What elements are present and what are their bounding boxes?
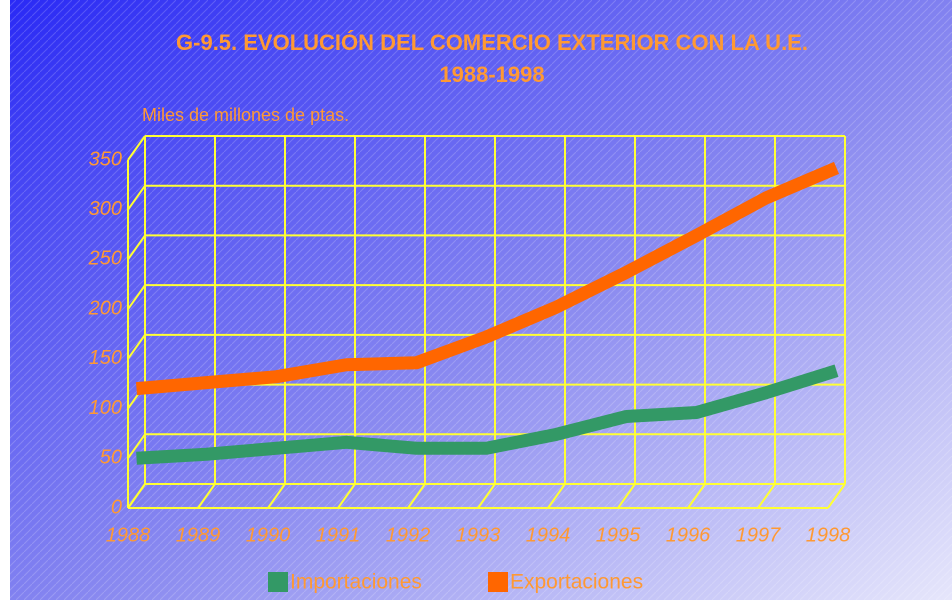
y-tick-label: 300: [89, 198, 122, 220]
y-tick-label: 150: [89, 347, 122, 369]
legend-label: Exportaciones: [510, 571, 643, 594]
y-tick-label: 50: [100, 447, 122, 469]
y-tick-label: 200: [88, 297, 122, 319]
floor-line: [127, 483, 146, 509]
legend-swatch: [488, 572, 508, 592]
grid-line: [127, 234, 146, 261]
floor-line: [407, 483, 426, 509]
floor-line: [477, 483, 496, 509]
x-tick-label: 1994: [526, 524, 571, 546]
floor-line: [547, 483, 566, 509]
y-tick-label: 350: [89, 148, 122, 170]
x-tick-label: 1990: [246, 524, 291, 546]
y-axis-label: Miles de millones de ptas.: [142, 105, 349, 125]
grid-line: [127, 135, 146, 161]
chart-title: G-9.5. EVOLUCIÓN DEL COMERCIO EXTERIOR C…: [176, 30, 808, 55]
legend-label: Importaciones: [290, 571, 422, 594]
floor-line: [617, 483, 636, 509]
floor-line: [267, 483, 286, 509]
x-tick-label: 1996: [666, 524, 711, 546]
x-tick-label: 1998: [806, 524, 851, 546]
x-tick-label: 1997: [736, 524, 781, 546]
legend-swatch: [268, 572, 288, 592]
grid-line: [127, 284, 146, 310]
floor-line: [827, 483, 846, 509]
grid-line: [127, 185, 146, 211]
data-line: [136, 364, 839, 465]
floor-line: [197, 483, 216, 509]
grid-line: [127, 433, 146, 459]
floor-line: [757, 483, 776, 509]
y-tick-label: 100: [89, 397, 122, 419]
floor-line: [337, 483, 356, 509]
x-tick-label: 1993: [456, 524, 501, 546]
x-tick-label: 1988: [106, 524, 151, 546]
y-tick-label: 250: [88, 248, 122, 270]
background-hatch: [10, 0, 952, 600]
x-tick-label: 1992: [386, 524, 431, 546]
y-tick-label: 0: [111, 496, 122, 518]
floor-line: [687, 483, 706, 509]
x-tick-label: 1995: [596, 524, 641, 546]
grid-line: [127, 334, 146, 360]
x-tick-label: 1989: [176, 524, 221, 546]
x-tick-label: 1991: [316, 524, 361, 546]
chart-subtitle: 1988-1998: [439, 62, 544, 87]
data-line: [135, 161, 840, 396]
